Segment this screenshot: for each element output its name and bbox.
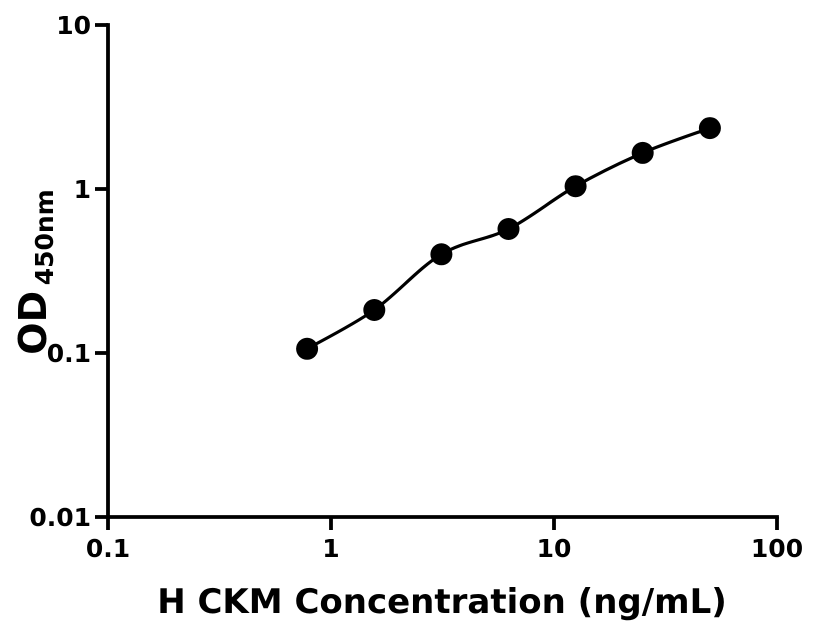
y-axis-title-subscript: 450nm	[30, 189, 59, 285]
x-tick-label: 10	[537, 534, 572, 563]
y-ticks	[95, 23, 108, 519]
data-point	[296, 337, 319, 360]
y-axis-title-main: OD	[11, 291, 55, 355]
y-tick-label: 0.1	[47, 339, 91, 368]
data-point	[363, 299, 386, 321]
axis-spines	[106, 23, 779, 519]
data-point	[631, 141, 654, 164]
x-ticks	[106, 517, 779, 530]
y-tick-label: 10	[56, 11, 91, 40]
y-axis-title: OD 450nm	[11, 189, 59, 354]
x-tick-label: 1	[322, 534, 339, 563]
y-tick-labels: 0.01 0.1 1 10	[29, 11, 91, 532]
data-point	[564, 175, 587, 198]
axes	[106, 23, 779, 519]
x-tick-label: 100	[751, 534, 803, 563]
x-tick-labels: 0.1 1 10 100	[86, 534, 803, 563]
y-tick-label: 1	[74, 175, 91, 204]
data-point	[430, 243, 453, 266]
y-tick-label: 0.01	[29, 503, 91, 532]
data-point	[698, 117, 721, 140]
x-tick-label: 0.1	[86, 534, 130, 563]
data-point	[497, 218, 520, 240]
data-points	[296, 117, 721, 360]
x-axis-title: H CKM Concentration (ng/mL)	[157, 582, 727, 622]
